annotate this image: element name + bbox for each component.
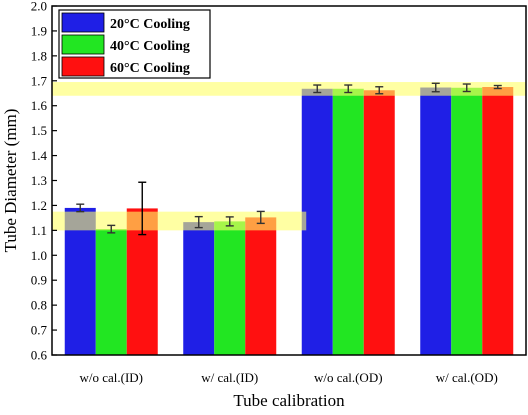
legend-label: 20°C Cooling <box>110 17 190 32</box>
y-tick-label: 2.0 <box>31 0 47 14</box>
y-tick-label: 1.2 <box>31 198 47 213</box>
y-tick-label: 1.6 <box>31 98 48 113</box>
x-axis-title: Tube calibration <box>233 391 345 410</box>
y-tick-label: 1.0 <box>31 248 47 263</box>
y-tick-label: 1.7 <box>31 73 48 88</box>
legend-label: 60°C Cooling <box>110 61 190 76</box>
legend-swatch <box>61 56 105 77</box>
bar <box>363 90 395 355</box>
x-tick-label: w/o cal.(OD) <box>314 370 383 385</box>
bar <box>95 229 127 355</box>
y-tick-label: 1.1 <box>31 223 47 238</box>
bar <box>332 88 364 356</box>
x-tick-label: w/ cal.(ID) <box>201 370 258 385</box>
y-tick-label: 1.9 <box>31 23 47 38</box>
y-tick-label: 0.9 <box>31 273 47 288</box>
legend-swatch <box>61 34 105 55</box>
y-axis-title: Tube Diameter (mm) <box>1 109 20 253</box>
legend-label: 40°C Cooling <box>110 39 190 54</box>
y-tick-label: 0.7 <box>31 323 48 338</box>
y-tick-label: 1.3 <box>31 173 47 188</box>
bar <box>214 221 246 355</box>
bar <box>64 207 96 355</box>
bar <box>183 222 215 355</box>
y-tick-label: 0.8 <box>31 298 47 313</box>
bar <box>482 87 514 356</box>
highlight-band <box>52 82 526 96</box>
bar <box>245 217 277 355</box>
bar <box>451 87 483 355</box>
bar <box>420 87 452 356</box>
highlight-band <box>52 211 307 231</box>
y-tick-label: 0.6 <box>31 348 48 363</box>
y-tick-label: 1.8 <box>31 48 47 63</box>
x-tick-label: w/o cal.(ID) <box>79 370 143 385</box>
y-tick-label: 1.5 <box>31 123 47 138</box>
bar <box>301 88 333 356</box>
legend-swatch <box>61 12 105 33</box>
x-tick-label: w/ cal.(OD) <box>436 370 498 385</box>
y-tick-label: 1.4 <box>31 148 48 163</box>
